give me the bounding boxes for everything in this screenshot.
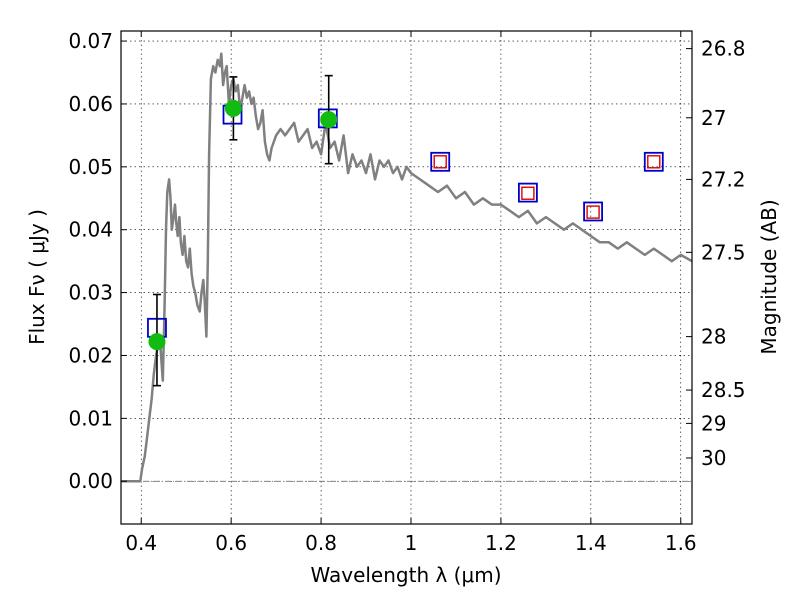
model-photometry-marker (583, 201, 603, 222)
detection-point (224, 99, 242, 117)
y-tick-label: 0.02 (68, 343, 113, 367)
y-tick-label: 0.04 (68, 218, 113, 242)
y-axis-label: Flux Fν ( μJy ) (25, 209, 49, 345)
upper-limit-marker (586, 205, 600, 219)
y-tick-label: 0.05 (68, 155, 113, 179)
model-photometry-marker (517, 182, 538, 203)
x-tick-label: 1.4 (575, 531, 607, 555)
axis-ticks (121, 31, 692, 524)
x-tick-label: 1.2 (485, 531, 517, 555)
grid-lines (121, 31, 692, 524)
upper-limit-marker (521, 186, 535, 200)
y2-tick-label: 29 (701, 411, 726, 435)
photometry-markers (147, 74, 664, 387)
upper-limit-marker (647, 155, 661, 169)
y-tick-label: 0.06 (68, 92, 113, 116)
y-tick-label: 0.03 (68, 281, 113, 305)
x-tick-label: 1 (405, 531, 418, 555)
y-tick-label: 0.00 (68, 469, 113, 493)
y-tick-label: 0.07 (68, 29, 113, 53)
model-photometry-marker (643, 151, 664, 172)
y2-tick-label: 28 (701, 325, 726, 349)
y2-tick-label: 27.5 (701, 240, 746, 264)
y2-tick-label: 28.5 (701, 378, 746, 402)
y2-axis-label: Magnitude (AB) (757, 199, 781, 354)
plot-frame (120, 30, 693, 525)
upper-limit-marker (433, 155, 447, 169)
y-tick-label: 0.01 (68, 406, 113, 430)
y2-tick-label: 30 (701, 446, 726, 470)
y2-tick-label: 27.2 (701, 167, 746, 191)
model-photometry-marker (430, 151, 451, 172)
model-spectrum (121, 52, 693, 483)
x-axis-label: Wavelength λ (μm) (310, 563, 501, 587)
x-tick-label: 0.6 (215, 531, 247, 555)
x-tick-label: 1.6 (665, 531, 697, 555)
tick-labels: 0.4 0.6 0.8 1 1.2 1.4 1.6 0.00 0.01 0.02 0.03 0.04 0… (68, 29, 745, 555)
detection-point (148, 333, 166, 351)
x-tick-label: 0.4 (125, 531, 157, 555)
y2-tick-label: 26.8 (701, 37, 746, 61)
x-tick-label: 0.8 (305, 531, 337, 555)
y2-tick-label: 27 (701, 106, 726, 130)
detection-point (320, 111, 338, 129)
model-spectrum-line (121, 52, 693, 483)
